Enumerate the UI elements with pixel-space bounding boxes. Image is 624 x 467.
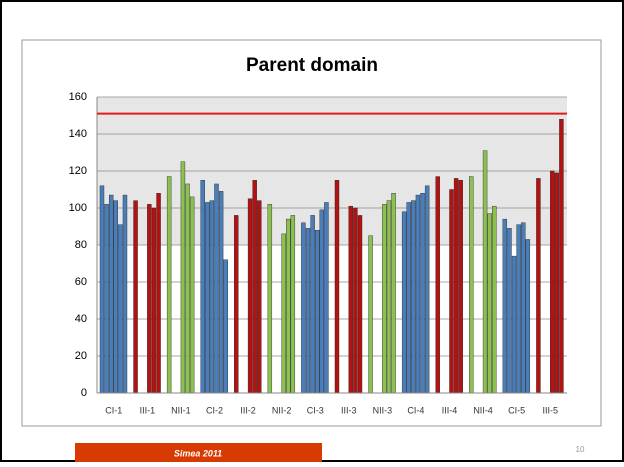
x-tick-label: III-4 [442, 405, 458, 415]
y-tick-label: 160 [69, 91, 87, 103]
bar [502, 218, 508, 394]
page-number: 10 [576, 445, 585, 454]
bar [487, 213, 492, 394]
bar [348, 205, 353, 394]
bar [234, 215, 239, 394]
bar [122, 194, 128, 394]
bar [281, 233, 286, 394]
x-tick-label: III-2 [240, 405, 256, 415]
bar [559, 118, 564, 394]
bar [406, 202, 411, 394]
bar [218, 191, 224, 394]
y-tick-label: 120 [69, 165, 87, 177]
bar [424, 185, 430, 394]
bar [449, 189, 454, 394]
bar [108, 194, 114, 394]
x-tick-label: NII-3 [373, 405, 393, 415]
bar [368, 235, 373, 394]
bar [267, 204, 273, 394]
y-tick-label: 140 [69, 128, 87, 140]
bar [180, 161, 186, 394]
bar [525, 239, 531, 394]
bar [247, 198, 253, 394]
bar [166, 176, 172, 394]
x-tick-label: NII-1 [171, 405, 191, 415]
bar [324, 202, 329, 394]
bar [133, 200, 138, 394]
bar [319, 209, 325, 394]
bar [536, 178, 541, 394]
footer-bar [75, 443, 322, 462]
bar [99, 185, 105, 394]
bar [286, 218, 291, 394]
bar [550, 170, 555, 394]
bar [104, 204, 109, 394]
bar [554, 172, 560, 394]
bar [310, 215, 315, 394]
x-tick-label: CI-2 [206, 405, 223, 415]
x-tick-label: CI-1 [105, 405, 122, 415]
bar [252, 180, 257, 394]
x-tick-label: CI-3 [307, 405, 324, 415]
bar [382, 204, 387, 394]
footer-text: Simea 2011 [174, 448, 222, 458]
bar [411, 200, 416, 394]
bar [185, 183, 190, 394]
bar [334, 180, 340, 394]
x-tick-label: NII-2 [272, 405, 292, 415]
y-tick-label: 40 [75, 313, 87, 325]
bar [200, 180, 205, 394]
bar [386, 200, 392, 394]
x-tick-label: CI-5 [508, 405, 525, 415]
bar [391, 192, 396, 394]
x-tick-label: III-3 [341, 405, 357, 415]
bar [521, 222, 526, 394]
bar [189, 196, 195, 394]
bar [420, 192, 425, 394]
bar [458, 180, 463, 394]
chart-title: Parent domain [246, 55, 378, 76]
bar [156, 192, 161, 394]
y-tick-label: 60 [75, 276, 87, 288]
y-tick-label: 100 [69, 202, 87, 214]
x-tick-label: CI-4 [407, 405, 424, 415]
bar [151, 207, 157, 394]
y-tick-label: 20 [75, 350, 87, 362]
bar [315, 229, 320, 394]
bar [511, 255, 517, 394]
bar [257, 200, 262, 394]
bar [214, 183, 219, 394]
bar [290, 215, 296, 394]
bar [353, 207, 358, 394]
x-tick-label: III-5 [542, 405, 558, 415]
y-tick-label: 0 [81, 387, 87, 399]
x-tick-label: III-1 [140, 405, 156, 415]
bar [305, 228, 311, 394]
bar [435, 176, 440, 394]
bar [118, 224, 123, 394]
bar [301, 222, 306, 394]
bar [516, 224, 521, 394]
bar [401, 211, 407, 394]
y-tick-label: 80 [75, 239, 87, 251]
bar [205, 202, 210, 394]
bar [223, 259, 228, 394]
x-tick-label: NII-4 [473, 405, 493, 415]
bar [357, 215, 363, 394]
bar [492, 205, 497, 394]
bar [482, 150, 488, 394]
bar [147, 204, 152, 394]
bar [453, 178, 459, 394]
bar [113, 200, 118, 394]
bar [415, 194, 421, 394]
bar [209, 200, 215, 394]
bar [507, 228, 512, 394]
bar [469, 176, 474, 394]
